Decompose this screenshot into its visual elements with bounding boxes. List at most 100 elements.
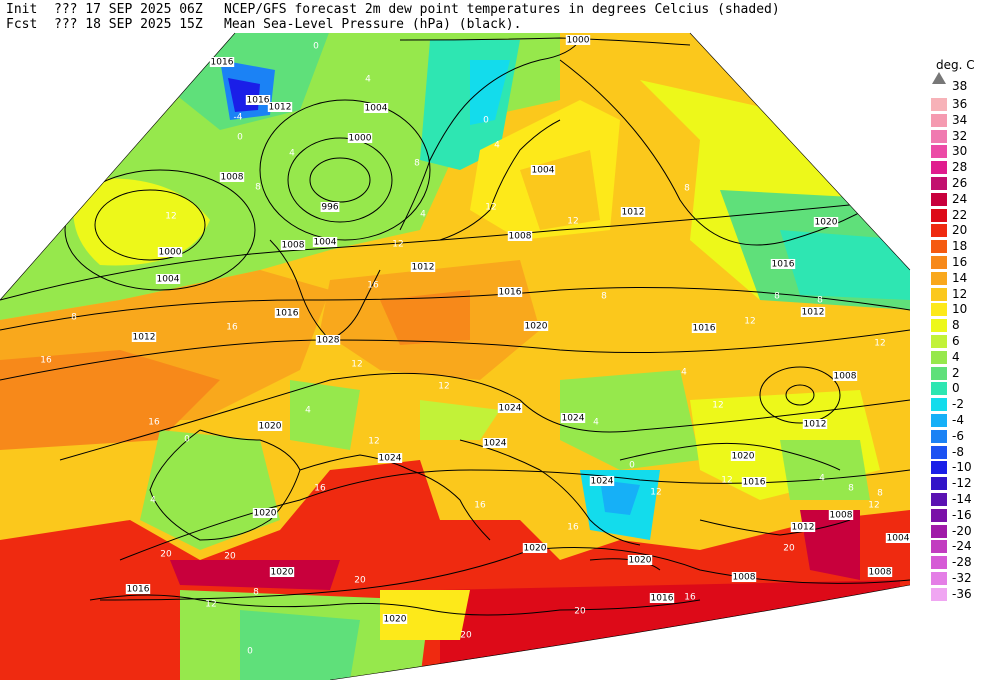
isobar-label: 1004 <box>314 238 337 248</box>
legend-tick-label: -6 <box>952 428 964 443</box>
legend-swatch <box>931 429 947 443</box>
isobar-label: 1008 <box>869 568 892 578</box>
dewpoint-contour-label: 12 <box>368 437 379 447</box>
isobar-label: 1012 <box>792 523 815 533</box>
isobar-label-bg <box>832 371 858 381</box>
isobar-label-bg <box>497 287 523 297</box>
legend-swatch <box>931 556 947 570</box>
isobar-label-bg <box>770 259 796 269</box>
isobar-label: 1020 <box>629 556 652 566</box>
isobar-label: 1024 <box>484 439 507 449</box>
dewpoint-contour-label: 20 <box>460 631 472 641</box>
isobar-label: 1012 <box>622 208 645 218</box>
isobar-label: 1024 <box>499 404 522 414</box>
isobar-label: 1016 <box>247 96 270 106</box>
isobar-label-bg <box>315 335 341 345</box>
legend-swatch <box>931 192 947 206</box>
isobar-label-bg <box>410 262 436 272</box>
isobar-label-bg <box>125 584 151 594</box>
isobar-label: 1020 <box>815 218 838 228</box>
isobar-label-bg <box>252 508 278 518</box>
isobar-label: 1012 <box>412 263 435 273</box>
isobar-label: 996 <box>321 203 338 213</box>
title-line-2: Mean Sea-Level Pressure (hPa) (black). <box>224 17 522 32</box>
isobar-label: 1004 <box>365 104 388 114</box>
legend-tick-label: 34 <box>952 112 968 127</box>
dewpoint-contour-label: 8 <box>848 484 854 494</box>
legend-swatch <box>931 224 947 238</box>
isobar-label-bg <box>131 332 157 342</box>
dewpoint-contour-label: 0 <box>629 461 635 471</box>
dewpoint-contour-label: 20 <box>354 576 366 586</box>
isobar-label: 1016 <box>127 585 150 595</box>
dewpoint-contour-label: 16 <box>567 523 579 533</box>
legend-swatch <box>931 524 947 538</box>
dewpoint-contour-label: 16 <box>40 356 52 366</box>
isobar-label: 1008 <box>282 241 305 251</box>
legend-tick-label: 12 <box>952 286 968 301</box>
isobar-label: 1024 <box>591 477 614 487</box>
isobar-label: 1020 <box>732 452 755 462</box>
isobar-label-bg <box>209 57 235 67</box>
isobar-label-bg <box>219 172 245 182</box>
fcst-label: Fcst <box>6 17 38 32</box>
legend-swatch <box>931 256 947 269</box>
legend-tick-label: -12 <box>952 476 972 491</box>
isobar-label: 1020 <box>254 509 277 519</box>
init-date: ??? 17 SEP 2025 06Z <box>54 2 203 17</box>
isobar-label-bg <box>482 438 508 448</box>
legend-swatch <box>931 398 947 412</box>
legend-tick-label: 28 <box>952 160 968 175</box>
dewpoint-contour-label: -4 <box>234 113 243 123</box>
isobar-label-bg <box>741 477 767 487</box>
dewpoint-contour-label: 12 <box>351 360 362 370</box>
dewpoint-contour-label: 12 <box>650 488 661 498</box>
isobar-label-bg <box>560 413 586 423</box>
legend-tick-label: 10 <box>952 302 968 317</box>
dewpoint-contour-label: 4 <box>593 418 599 428</box>
isobar-label-bg <box>730 451 756 461</box>
dewpoint-contour-label: 8 <box>817 296 823 306</box>
legend-tick-label: 36 <box>952 97 968 111</box>
isobar-label: 1020 <box>384 615 407 625</box>
isobar-label: 1012 <box>269 103 292 113</box>
isobar-label-bg <box>157 247 183 257</box>
isobar-label-bg <box>867 567 893 577</box>
isobar-label-bg <box>565 35 591 45</box>
dewpoint-contour-label: 0 <box>483 116 489 126</box>
isobar-label-bg <box>274 308 300 318</box>
legend-tick-label: 2 <box>952 365 960 380</box>
legend-tick-label: -24 <box>952 539 972 554</box>
dewpoint-contour-label: 16 <box>226 323 238 333</box>
isobar-label-bg <box>885 533 911 543</box>
legend-swatch <box>931 366 947 380</box>
dewpoint-contour-label: 4 <box>305 406 311 416</box>
legend-swatch <box>931 508 947 522</box>
legend-tick-label: -36 <box>952 586 972 601</box>
isobar-label: 1016 <box>743 478 766 488</box>
dewpoint-contour-label: 8 <box>774 292 780 302</box>
dewpoint-contour-label: 12 <box>712 401 723 411</box>
legend-swatch <box>931 129 947 143</box>
isobar-label: 1016 <box>693 324 716 334</box>
legend-swatch <box>931 208 947 222</box>
legend-swatch <box>931 177 947 190</box>
legend-swatch <box>931 350 947 364</box>
dewpoint-contour-label: 8 <box>71 313 77 323</box>
isobar-label-bg <box>245 95 271 105</box>
legend-swatch <box>931 414 947 427</box>
dewpoint-contour-label: 4 <box>150 496 156 506</box>
isobar-label: 1004 <box>532 166 555 176</box>
legend-swatch <box>931 587 947 601</box>
isobar-label-bg <box>530 165 556 175</box>
isobar-label-bg <box>377 453 403 463</box>
isobar-label: 1016 <box>211 58 234 68</box>
fcst-date: ??? 18 SEP 2025 15Z <box>54 17 203 32</box>
isobar-label: 1016 <box>651 594 674 604</box>
legend-tick-label: 14 <box>952 270 968 285</box>
dewpoint-contour-label: 4 <box>289 149 295 159</box>
legend-swatch <box>931 145 947 159</box>
isobar-label-bg <box>589 476 615 486</box>
isobar-label-bg <box>828 510 854 520</box>
dewpoint-contour-label: 16 <box>474 501 486 511</box>
